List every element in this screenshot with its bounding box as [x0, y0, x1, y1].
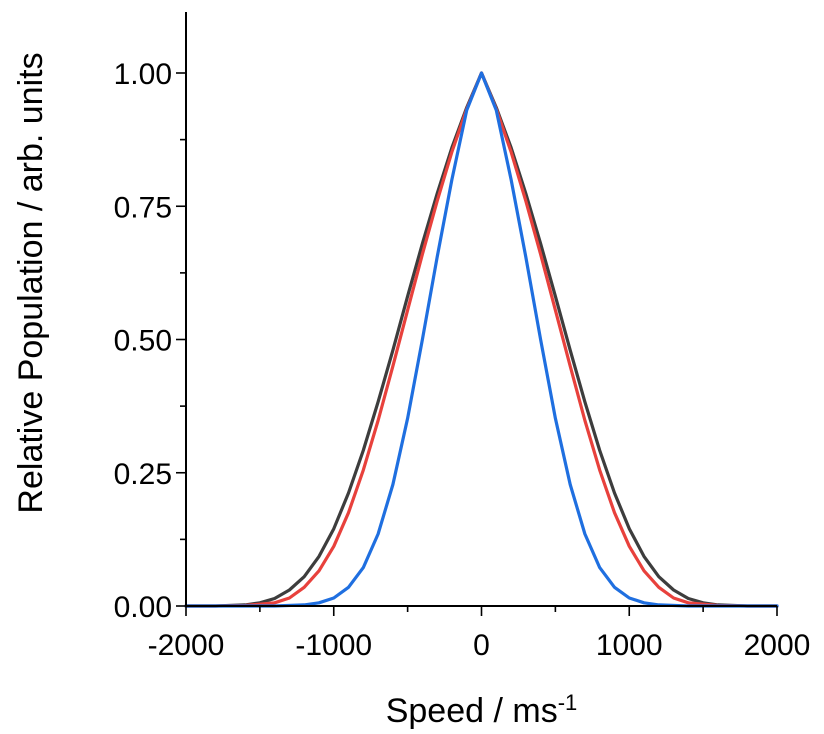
y-axis-title: Relative Population / arb. units: [12, 52, 50, 513]
x-tick-label: 0: [473, 629, 490, 662]
y-tick-label: 0.25: [114, 458, 172, 491]
series-2: [184, 71, 779, 608]
series-0: [184, 71, 779, 608]
x-tick-label: 1000: [596, 629, 663, 662]
x-tick-label: -2000: [148, 629, 225, 662]
series-line: [184, 71, 779, 608]
y-tick-label: 1.00: [114, 58, 172, 91]
series-line: [184, 71, 779, 608]
x-tick-label: -1000: [295, 629, 372, 662]
x-tick-label: 2000: [744, 629, 811, 662]
ticks: -2000 -1000 0 1000 2000 0.00 0.25 0.50 0.75 1.00: [114, 58, 811, 662]
y-tick-label: 0.50: [114, 325, 172, 358]
axes: [185, 12, 777, 607]
series-line: [184, 71, 779, 608]
y-tick-label: 0.75: [114, 191, 172, 224]
y-tick-label: 0.00: [114, 591, 172, 624]
x-axis-title: Speed / ms-1: [386, 690, 578, 731]
plot-area: [184, 71, 779, 608]
series-1: [184, 71, 779, 608]
